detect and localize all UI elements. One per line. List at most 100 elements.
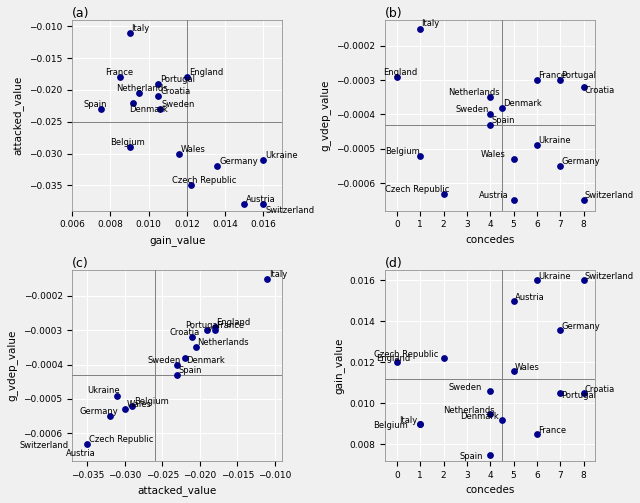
Y-axis label: g_vdep_value: g_vdep_value bbox=[7, 330, 18, 401]
Text: Czech Republic: Czech Republic bbox=[89, 435, 153, 444]
Point bbox=[415, 420, 426, 428]
Point bbox=[415, 152, 426, 160]
Point bbox=[60, 447, 70, 455]
Text: Sweden: Sweden bbox=[448, 383, 481, 392]
Text: Netherlands: Netherlands bbox=[198, 339, 249, 348]
Point bbox=[579, 197, 589, 205]
Text: Wales: Wales bbox=[181, 144, 206, 153]
Text: Portugal: Portugal bbox=[185, 321, 220, 330]
Text: Wales: Wales bbox=[126, 400, 151, 409]
Point bbox=[262, 275, 273, 283]
Text: Italy: Italy bbox=[131, 24, 150, 33]
Point bbox=[508, 367, 518, 375]
Text: Spain: Spain bbox=[84, 100, 108, 109]
Point bbox=[508, 155, 518, 163]
Text: Ukraine: Ukraine bbox=[538, 136, 571, 145]
Point bbox=[485, 387, 495, 395]
Point bbox=[172, 361, 182, 369]
Point bbox=[124, 143, 134, 151]
Point bbox=[485, 93, 495, 101]
Point bbox=[555, 325, 565, 333]
Text: England: England bbox=[216, 318, 250, 327]
Point bbox=[579, 83, 589, 91]
Text: Sweden: Sweden bbox=[162, 100, 195, 109]
Text: Belgium: Belgium bbox=[111, 138, 145, 147]
Point bbox=[532, 141, 542, 149]
Point bbox=[174, 149, 184, 157]
Point bbox=[191, 344, 201, 352]
Point bbox=[532, 76, 542, 84]
Point bbox=[508, 197, 518, 205]
Text: Portugal: Portugal bbox=[561, 391, 596, 400]
Text: Ukraine: Ukraine bbox=[265, 151, 298, 160]
Text: Spain: Spain bbox=[460, 452, 483, 461]
Text: Belgium: Belgium bbox=[385, 147, 420, 156]
Text: Wales: Wales bbox=[515, 363, 540, 372]
Point bbox=[438, 190, 449, 198]
Text: Czech Republic: Czech Republic bbox=[385, 185, 449, 194]
Y-axis label: attacked_value: attacked_value bbox=[13, 76, 24, 155]
Text: England: England bbox=[189, 68, 223, 77]
Text: Sweden: Sweden bbox=[147, 356, 180, 365]
Text: France: France bbox=[105, 68, 133, 77]
Point bbox=[392, 358, 402, 366]
Point bbox=[485, 451, 495, 459]
Text: Denmark: Denmark bbox=[460, 412, 499, 421]
Point bbox=[128, 99, 138, 107]
Point bbox=[82, 440, 92, 448]
Text: Austria: Austria bbox=[479, 191, 508, 200]
Text: Czech Republic: Czech Republic bbox=[172, 177, 236, 186]
Text: (b): (b) bbox=[385, 7, 403, 20]
Point bbox=[134, 89, 144, 97]
Point bbox=[532, 430, 542, 438]
X-axis label: attacked_value: attacked_value bbox=[138, 485, 217, 496]
Text: (a): (a) bbox=[72, 7, 90, 20]
Text: Denmark: Denmark bbox=[129, 105, 168, 114]
Point bbox=[210, 323, 220, 331]
Text: (c): (c) bbox=[72, 257, 89, 270]
Point bbox=[112, 391, 122, 399]
Text: Netherlands: Netherlands bbox=[116, 84, 168, 93]
Point bbox=[532, 276, 542, 284]
Point bbox=[124, 29, 134, 37]
Point bbox=[239, 200, 249, 208]
Point bbox=[120, 405, 130, 413]
Point bbox=[392, 72, 402, 80]
Point bbox=[115, 73, 125, 81]
X-axis label: concedes: concedes bbox=[465, 235, 515, 245]
Point bbox=[104, 412, 115, 420]
Point bbox=[202, 326, 212, 334]
Point bbox=[485, 409, 495, 417]
Point bbox=[497, 104, 507, 112]
Point bbox=[182, 73, 192, 81]
Text: Denmark: Denmark bbox=[186, 356, 225, 365]
Text: England: England bbox=[383, 67, 417, 76]
Point bbox=[438, 354, 449, 362]
Text: Portugal: Portugal bbox=[160, 74, 195, 83]
Text: Austria: Austria bbox=[246, 196, 276, 205]
Text: Italy: Italy bbox=[421, 20, 440, 29]
Text: Switzerland: Switzerland bbox=[20, 442, 69, 451]
Point bbox=[508, 297, 518, 305]
Point bbox=[555, 76, 565, 84]
Point bbox=[258, 156, 268, 164]
Point bbox=[60, 447, 70, 455]
Text: Germany: Germany bbox=[80, 407, 118, 416]
Point bbox=[485, 121, 495, 129]
Text: Belgium: Belgium bbox=[134, 397, 168, 406]
Point bbox=[415, 25, 426, 33]
Text: Belgium: Belgium bbox=[374, 422, 408, 431]
Text: Spain: Spain bbox=[492, 116, 515, 125]
Point bbox=[497, 416, 507, 424]
Text: Ukraine: Ukraine bbox=[538, 272, 571, 281]
Text: Italy: Italy bbox=[399, 416, 417, 425]
Point bbox=[579, 389, 589, 397]
Text: Netherlands: Netherlands bbox=[444, 405, 495, 414]
Point bbox=[186, 181, 196, 189]
Text: Denmark: Denmark bbox=[503, 99, 542, 108]
Y-axis label: g_vdep_value: g_vdep_value bbox=[320, 79, 331, 151]
Text: France: France bbox=[216, 321, 244, 330]
Text: (d): (d) bbox=[385, 257, 403, 270]
Text: Germany: Germany bbox=[561, 157, 600, 166]
Point bbox=[187, 333, 197, 341]
